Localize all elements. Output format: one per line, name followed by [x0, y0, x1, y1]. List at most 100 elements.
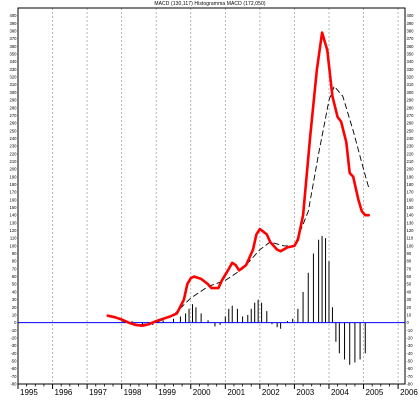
y-tick-right--70: -70: [407, 374, 414, 379]
y-tick-right--10: -10: [407, 328, 414, 333]
y-tick-left-100: 100: [10, 243, 18, 248]
y-tick-right-300: 300: [407, 90, 415, 95]
y-tick-right-290: 290: [407, 98, 415, 103]
y-tick-right--30: -30: [407, 343, 414, 348]
y-tick-left-230: 230: [10, 144, 18, 149]
y-tick-right-250: 250: [407, 128, 415, 133]
y-tick-left-390: 390: [10, 21, 18, 26]
y-tick-right--20: -20: [407, 335, 414, 340]
y-tick-left-280: 280: [10, 105, 18, 110]
y-tick-right-10: 10: [407, 312, 412, 317]
x-tick-label-2002: 2002: [262, 388, 280, 397]
y-tick-left-300: 300: [10, 90, 18, 95]
y-tick-right-320: 320: [407, 75, 415, 80]
x-tick-label-2006: 2006: [400, 388, 418, 397]
y-tick-right-180: 180: [407, 182, 415, 187]
x-tick-label-1997: 1997: [89, 388, 107, 397]
y-tick-left--20: -20: [10, 335, 17, 340]
x-tick-label-2003: 2003: [296, 388, 314, 397]
y-tick-right-110: 110: [407, 236, 414, 241]
x-tick-label-2004: 2004: [331, 388, 349, 397]
y-tick-right-50: 50: [407, 282, 412, 287]
y-tick-right-150: 150: [407, 205, 415, 210]
y-tick-right-270: 270: [407, 113, 415, 118]
y-tick-right-60: 60: [407, 274, 412, 279]
y-tick-right-160: 160: [407, 197, 415, 202]
y-tick-left-270: 270: [10, 113, 18, 118]
x-tick-label-2001: 2001: [227, 388, 245, 397]
y-axis-left: 4003903803703603503403303203103002902802…: [10, 13, 18, 386]
y-tick-right-190: 190: [407, 174, 415, 179]
y-tick-left-130: 130: [10, 220, 18, 225]
x-tick-label-1996: 1996: [55, 388, 73, 397]
x-tick-label-1998: 1998: [124, 388, 142, 397]
y-tick-right-340: 340: [407, 59, 415, 64]
y-tick-left-250: 250: [10, 128, 18, 133]
y-tick-left--40: -40: [10, 351, 17, 356]
y-tick-left-120: 120: [10, 228, 18, 233]
x-axis: 1995 1996 1997 1998 1999 2000 2001 2002 2003 2004…: [17, 384, 418, 397]
y-tick-left-140: 140: [10, 213, 18, 218]
y-tick-right-40: 40: [407, 289, 412, 294]
y-tick-left-200: 200: [10, 167, 18, 172]
y-tick-right-0: 0: [407, 320, 410, 325]
y-tick-right-230: 230: [407, 144, 415, 149]
y-tick-left-320: 320: [10, 75, 18, 80]
y-tick-right-330: 330: [407, 67, 415, 72]
y-tick-left-170: 170: [10, 190, 18, 195]
y-tick-left-220: 220: [10, 151, 18, 156]
y-tick-left-40: 40: [12, 289, 17, 294]
y-tick-right-210: 210: [407, 159, 415, 164]
y-tick-left--50: -50: [10, 358, 17, 363]
y-tick-left-310: 310: [10, 82, 18, 87]
y-tick-left-90: 90: [12, 251, 17, 256]
y-tick-right-240: 240: [407, 136, 415, 141]
x-tick-label-1995: 1995: [20, 388, 38, 397]
y-tick-left--30: -30: [10, 343, 17, 348]
y-tick-right-90: 90: [407, 251, 412, 256]
y-tick-left-240: 240: [10, 136, 18, 141]
y-tick-left-340: 340: [10, 59, 18, 64]
grid-lines: [17, 8, 399, 384]
y-tick-right-260: 260: [407, 121, 415, 126]
y-tick-right-370: 370: [407, 36, 415, 41]
y-tick-left-0: 0: [14, 320, 17, 325]
y-tick-right-200: 200: [407, 167, 415, 172]
y-tick-right-350: 350: [407, 52, 415, 57]
y-tick-left-370: 370: [10, 36, 18, 41]
y-tick-right-400: 400: [407, 13, 415, 18]
y-tick-right-70: 70: [407, 266, 412, 271]
x-tick-label-1999: 1999: [158, 388, 176, 397]
y-tick-left--10: -10: [10, 328, 17, 333]
y-tick-left-260: 260: [10, 121, 18, 126]
y-tick-right-170: 170: [407, 190, 415, 195]
y-tick-right-80: 80: [407, 259, 412, 264]
y-tick-left-360: 360: [10, 44, 18, 49]
y-tick-right-20: 20: [407, 305, 412, 310]
histogram-bars: [131, 235, 366, 365]
y-tick-left-150: 150: [10, 205, 18, 210]
y-tick-left-20: 20: [12, 305, 17, 310]
y-tick-left-350: 350: [10, 52, 18, 57]
signal-line-series: [121, 85, 370, 326]
y-tick-left--80: -80: [10, 382, 17, 387]
y-tick-right--80: -80: [407, 382, 414, 387]
y-tick-left-80: 80: [12, 259, 17, 264]
y-tick-left--60: -60: [10, 366, 17, 371]
y-tick-right-100: 100: [407, 243, 415, 248]
y-tick-left-190: 190: [10, 174, 18, 179]
y-tick-left-160: 160: [10, 197, 18, 202]
y-tick-left-70: 70: [12, 266, 17, 271]
y-tick-right--50: -50: [407, 358, 414, 363]
y-tick-left-380: 380: [10, 29, 18, 34]
y-tick-left-50: 50: [12, 282, 17, 287]
y-tick-right-130: 130: [407, 220, 415, 225]
y-tick-left--70: -70: [10, 374, 17, 379]
y-tick-right-360: 360: [407, 44, 415, 49]
y-tick-left-330: 330: [10, 67, 18, 72]
y-tick-right-380: 380: [407, 29, 415, 34]
y-tick-left-10: 10: [12, 312, 17, 317]
y-tick-right--60: -60: [407, 366, 414, 371]
y-tick-right-30: 30: [407, 297, 412, 302]
